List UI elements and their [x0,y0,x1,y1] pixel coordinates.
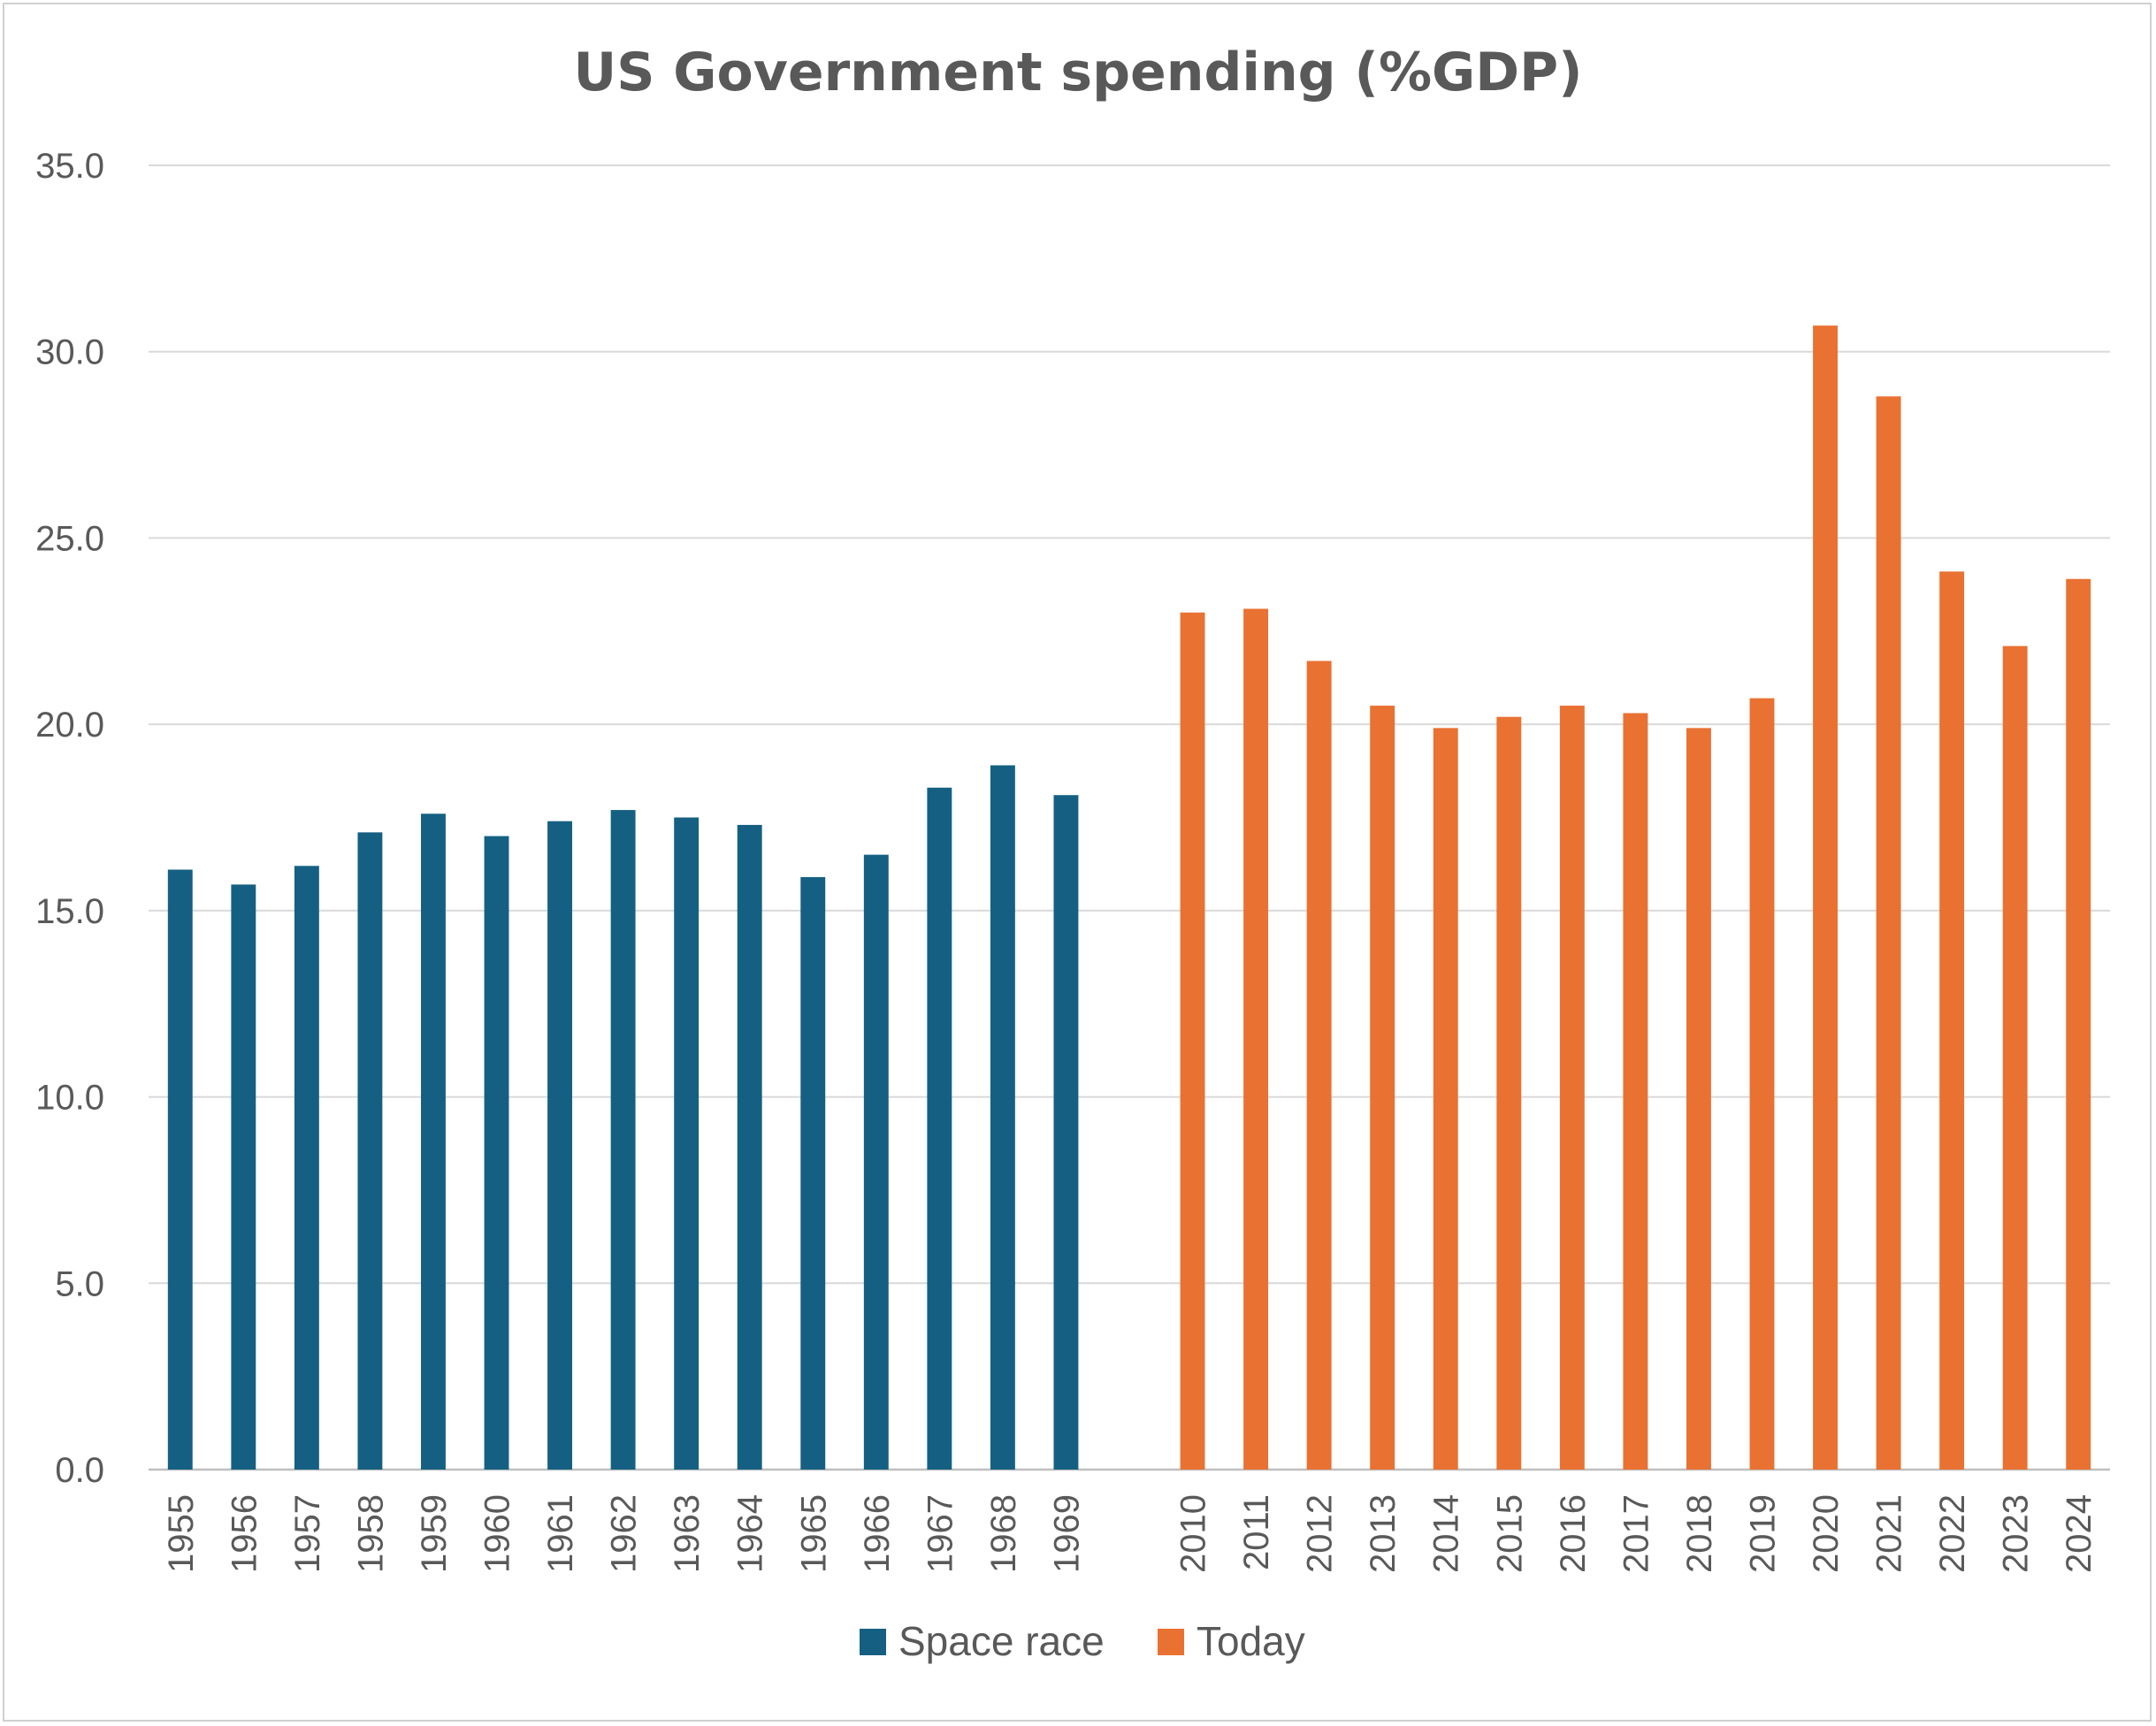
x-tick-label: 1957 [288,1494,327,1573]
bar-1955 [167,869,193,1470]
x-tick-label: 2022 [1933,1494,1972,1573]
bar-1967 [927,787,952,1470]
y-tick-label: 35.0 [35,147,104,186]
bar-1961 [547,821,573,1470]
x-tick-label: 2020 [1807,1494,1846,1573]
x-tick-label: 2011 [1237,1494,1276,1570]
y-tick-label: 30.0 [35,333,104,372]
x-tick-label: 1959 [415,1494,454,1573]
bar-2021 [1876,396,1901,1470]
x-tick-label: 1955 [162,1494,201,1573]
y-tick-label: 0.0 [55,1451,104,1490]
bar-1968 [990,765,1015,1470]
bar-1969 [1053,795,1079,1470]
x-tick-label: 2010 [1174,1494,1213,1573]
y-tick-label: 15.0 [35,892,104,931]
bar-2017 [1623,713,1648,1470]
legend-label: Space race [898,1618,1105,1664]
bar-2024 [2066,578,2091,1470]
legend-label: Today [1197,1618,1305,1664]
bar-2020 [1813,325,1838,1470]
x-tick-label: 1965 [794,1494,833,1573]
y-tick-label: 5.0 [55,1264,104,1303]
x-tick-label: 2017 [1617,1494,1655,1573]
x-tick-label: 2013 [1364,1494,1403,1573]
bar-1963 [674,817,700,1470]
bar-2015 [1496,716,1522,1470]
bar-1957 [294,866,319,1470]
bar-1959 [421,813,446,1470]
bar-1966 [863,854,889,1470]
legend-swatch [1158,1629,1184,1655]
x-tick-label: 1963 [668,1494,707,1573]
bars [167,325,2091,1470]
x-tick-label: 2021 [1870,1494,1909,1573]
y-tick-label: 20.0 [35,706,104,745]
bar-2022 [1939,571,1965,1470]
bar-1956 [231,884,256,1470]
x-tick-label: 2012 [1301,1494,1340,1573]
legend-swatch [860,1629,886,1655]
x-tick-label: 1968 [984,1494,1023,1573]
bar-2014 [1433,728,1458,1470]
bar-1965 [800,876,826,1470]
x-tick-label: 1969 [1047,1494,1086,1573]
bar-2023 [2002,645,2028,1470]
x-tick-label: 2016 [1554,1494,1593,1573]
bar-1960 [484,836,509,1470]
x-tick-label: 2024 [2060,1494,2099,1573]
x-tick-label: 2023 [1997,1494,2036,1573]
bar-1958 [357,832,383,1470]
x-tick-label: 1961 [541,1494,580,1573]
x-tick-label: 2018 [1680,1494,1719,1573]
bar-2010 [1180,612,1205,1470]
x-tick-label: 1964 [731,1494,770,1573]
legend: Space race Today [860,1618,1305,1664]
y-axis-ticks: 0.0 5.0 10.0 15.0 20.0 25.0 30.0 35.0 [35,147,104,1490]
bar-2013 [1370,706,1395,1470]
x-tick-label: 2014 [1427,1494,1466,1573]
x-tick-label: 1956 [225,1494,264,1573]
x-tick-label: 1958 [351,1494,390,1573]
x-tick-label: 1966 [858,1494,897,1573]
bar-2012 [1306,661,1332,1470]
bar-1962 [610,810,636,1470]
bar-2019 [1749,698,1775,1470]
x-tick-label: 1962 [605,1494,644,1573]
x-tick-label: 1960 [478,1494,517,1573]
x-tick-label: 1967 [921,1494,959,1573]
x-tick-label: 2019 [1743,1494,1782,1573]
bar-1964 [737,824,762,1470]
y-tick-label: 25.0 [35,519,104,558]
gridlines [149,164,2110,1471]
y-tick-label: 10.0 [35,1079,104,1118]
x-tick-label: 2015 [1490,1494,1529,1573]
bar-2016 [1559,706,1585,1470]
bar-2018 [1686,728,1711,1470]
x-axis-ticks: 1955 1956 1957 1958 1959 1960 1961 1962 1963 1964… [162,1494,2099,1573]
chart-title: US Government spending (%GDP) [573,42,1582,103]
bar-2011 [1243,608,1269,1470]
